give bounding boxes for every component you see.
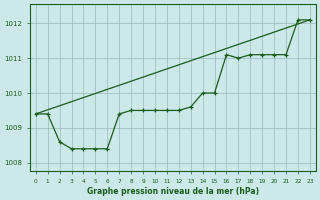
- X-axis label: Graphe pression niveau de la mer (hPa): Graphe pression niveau de la mer (hPa): [87, 187, 259, 196]
